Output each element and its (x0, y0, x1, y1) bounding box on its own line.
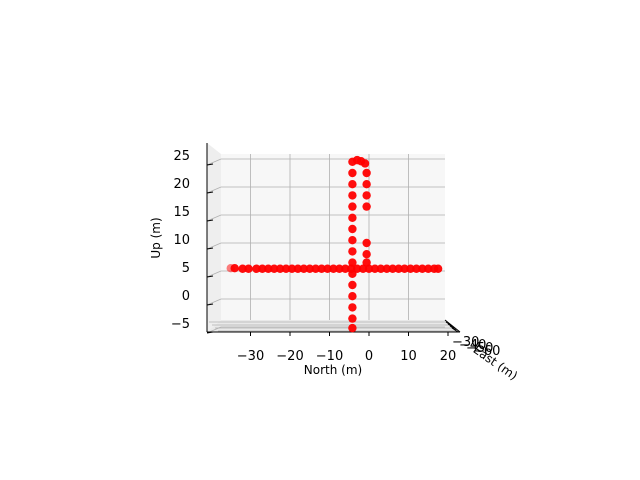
grid-line-side (206, 298, 222, 306)
z-tick-label: 20 (173, 177, 190, 192)
scatter-point (252, 264, 261, 273)
x-tick-label: −30 (237, 349, 264, 364)
grid-line-side (206, 270, 222, 278)
grid-line-side (206, 158, 222, 166)
scatter-point (424, 264, 433, 273)
scatter-point (317, 264, 326, 273)
y-tick-label: −50 (466, 341, 493, 356)
x-axis-label: North (m) (304, 363, 362, 377)
scatter-point (348, 191, 357, 200)
scatter-point (362, 168, 371, 178)
x-tick-label: 0 (365, 349, 373, 364)
y-tick-mark (445, 321, 453, 327)
z-tick-label: −5 (171, 317, 190, 332)
scatter-point (281, 264, 291, 273)
left-pane (207, 143, 221, 332)
z-tick-mark (206, 219, 214, 222)
scatter-point (238, 264, 247, 273)
scatter-point (335, 264, 344, 273)
scatter-point (358, 264, 368, 273)
z-tick-mark (206, 303, 214, 306)
z-tick-mark (206, 331, 214, 334)
scatter-point (348, 323, 357, 333)
scatter-point (348, 180, 357, 189)
scatter-point (323, 264, 332, 273)
z-tick-label: 15 (173, 205, 190, 220)
z-tick-mark (206, 275, 214, 278)
scatter-point (311, 264, 320, 273)
y-tick-label: −40 (459, 338, 486, 353)
scatter-point (348, 236, 357, 245)
scatter-point (305, 264, 314, 273)
z-tick-mark (206, 163, 214, 166)
scatter-point (270, 264, 279, 273)
scatter-point (362, 258, 371, 267)
grid-line-side (206, 242, 222, 250)
y-axis-line (444, 319, 461, 333)
x-axis-ticks: −30 −20 −10 0 10 20 (237, 332, 456, 364)
scatter-point (348, 314, 357, 323)
z-tick-mark (206, 191, 214, 194)
z-axis-label: Up (m) (149, 217, 163, 258)
scatter-point (348, 269, 357, 278)
scatter-point (299, 264, 309, 273)
grid-line-side (206, 214, 222, 222)
y-tick-label: −30 (452, 335, 479, 350)
scatter-point (258, 264, 267, 273)
z-tick-label: 25 (173, 149, 190, 164)
scatter-point (433, 264, 443, 273)
scatter-point (376, 264, 386, 273)
y-axis-ticks: −30−40−50−60 (445, 321, 500, 359)
y-tick-mark (451, 327, 459, 333)
scatter-point (418, 264, 427, 273)
scatter-point (394, 264, 403, 273)
scatter-point (264, 264, 273, 273)
z-tick-label: 0 (182, 289, 190, 304)
scatter-point (348, 258, 357, 267)
scatter-point (348, 213, 357, 222)
z-tick-label: 10 (173, 233, 190, 248)
back-pane (221, 154, 445, 320)
scatter-point (362, 238, 371, 248)
scatter-point (348, 202, 357, 211)
scatter-point (341, 264, 350, 273)
scatter-point (382, 264, 391, 273)
z-axis-ticks: −5 0 5 10 15 20 25 (171, 149, 214, 334)
scatter-point (275, 264, 285, 273)
floor-pane (207, 320, 460, 332)
scatter-point (287, 264, 297, 273)
scatter-point (348, 292, 357, 301)
x-tick-label: −20 (276, 349, 303, 364)
scatter-point (329, 264, 338, 273)
x-tick-label: 10 (400, 349, 417, 364)
scatter-point (360, 159, 370, 168)
scatter-point (348, 224, 357, 234)
scatter-point (406, 264, 415, 273)
x-tick-label: −10 (316, 349, 343, 364)
scatter-point (370, 264, 380, 273)
scatter-point (348, 280, 357, 290)
scatter-point (412, 264, 421, 273)
scatter-point (388, 264, 397, 273)
scatter-point (348, 168, 357, 178)
scatter-point (348, 247, 357, 256)
grid-line-side (206, 186, 222, 194)
scatter-point (348, 303, 357, 312)
z-tick-mark (206, 247, 214, 250)
scatter-point (362, 191, 371, 200)
y-tick-label: −60 (473, 344, 500, 359)
scatter-point (400, 264, 409, 273)
scatter-point (362, 202, 371, 211)
data-points (226, 155, 443, 333)
scatter-point (230, 264, 239, 273)
y-tick-mark (447, 323, 455, 329)
scatter-point (362, 180, 371, 189)
scatter-point (362, 250, 371, 259)
scatter-point (244, 264, 253, 273)
z-tick-label: 5 (182, 261, 190, 276)
y-tick-mark (449, 325, 457, 331)
scatter-point (293, 264, 303, 273)
x-tick-label: 20 (440, 349, 457, 364)
